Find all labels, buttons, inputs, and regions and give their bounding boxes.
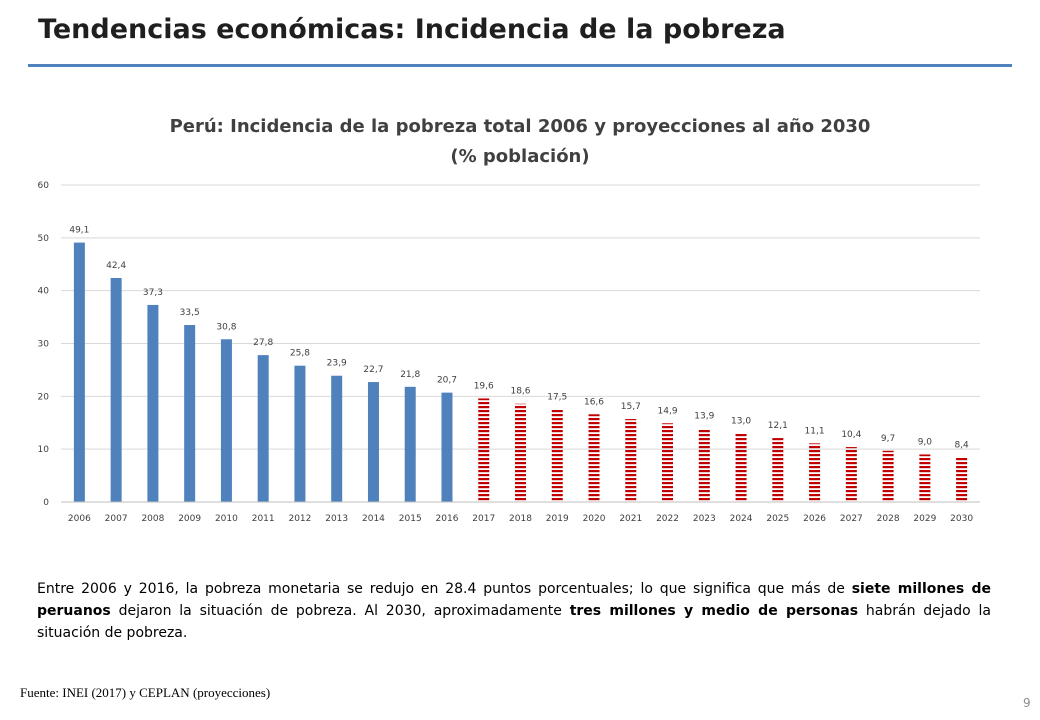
bar-projection-2019 (551, 409, 563, 502)
bar-observed-2008 (147, 304, 159, 502)
y-tick-label: 40 (38, 287, 50, 297)
chart-title: Perú: Incidencia de la pobreza total 200… (169, 116, 871, 137)
x-tick-label-2028: 2028 (877, 514, 900, 524)
x-tick-label-2027: 2027 (840, 514, 863, 524)
data-label-2012: 25,8 (290, 349, 310, 359)
data-label-2027: 10,4 (841, 430, 861, 440)
data-label-2007: 42,4 (106, 261, 126, 271)
x-tick-label-2008: 2008 (141, 514, 164, 524)
x-tick-label-2026: 2026 (803, 514, 826, 524)
x-tick-label-2017: 2017 (472, 514, 495, 524)
x-tick-label-2019: 2019 (546, 514, 569, 524)
x-tick-label-2024: 2024 (730, 514, 753, 524)
bar-projection-2026 (809, 443, 821, 502)
x-tick-label-2021: 2021 (619, 514, 642, 524)
y-tick-label: 30 (38, 340, 50, 350)
summary-emphasis-2: tres millones y medio de personas (569, 603, 859, 619)
data-label-2024: 13,0 (731, 416, 751, 426)
bar-observed-2012 (294, 365, 306, 502)
x-tick-label-2022: 2022 (656, 514, 679, 524)
summary-emphasis-1: siete millones de peruanos (37, 581, 991, 619)
x-tick-label-2023: 2023 (693, 514, 716, 524)
x-tick-label-2014: 2014 (362, 514, 385, 524)
data-label-2021: 15,7 (621, 402, 641, 412)
x-tick-label-2010: 2010 (215, 514, 238, 524)
x-tick-label-2016: 2016 (436, 514, 459, 524)
data-label-2015: 21,8 (400, 370, 420, 380)
source-note: Fuente: INEI (2017) y CEPLAN (proyeccion… (20, 685, 271, 700)
data-label-2030: 8,4 (954, 441, 969, 451)
bar-projection-2025 (772, 438, 784, 502)
summary-text-2: dejaron la situación de pobreza. Al 2030… (110, 603, 570, 619)
data-label-2009: 33,5 (180, 308, 200, 318)
bar-projection-2023 (698, 428, 710, 502)
x-tick-label-2011: 2011 (252, 514, 275, 524)
bar-projection-2022 (662, 423, 674, 502)
data-label-2011: 27,8 (253, 338, 273, 348)
bar-observed-2013 (331, 375, 343, 502)
poverty-bar-chart: 49,1 42,4 37,3 33,5 30,8 27,8 25,8 23,9 22,7 21,8… (38, 181, 980, 524)
x-tick-label-2013: 2013 (325, 514, 348, 524)
data-label-2006: 49,1 (69, 226, 89, 236)
data-label-2008: 37,3 (143, 288, 163, 298)
bar-projection-2028 (882, 450, 894, 502)
bar-projection-2027 (845, 447, 857, 502)
bar-projection-2018 (515, 403, 526, 502)
chart-data-labels: 49,1 42,4 37,3 33,5 30,8 27,8 25,8 23,9 22,7 21,8… (69, 226, 969, 451)
summary-text-1: Entre 2006 y 2016, la pobreza monetaria … (37, 581, 852, 597)
data-label-2023: 13,9 (694, 412, 714, 422)
x-tick-label-2030: 2030 (950, 514, 973, 524)
x-tick-label-2025: 2025 (766, 514, 789, 524)
bar-observed-2015 (404, 386, 416, 502)
data-label-2020: 16,6 (584, 397, 604, 407)
chart-bars (73, 242, 968, 503)
y-tick-label: 50 (38, 234, 50, 244)
y-tick-label: 10 (38, 445, 50, 455)
bar-observed-2007 (110, 277, 122, 502)
y-tick-label: 20 (38, 392, 50, 402)
data-label-2025: 12,1 (768, 421, 788, 431)
y-tick-label: 0 (43, 498, 49, 508)
x-tick-label-2006: 2006 (68, 514, 91, 524)
data-label-2026: 11,1 (805, 426, 825, 436)
x-tick-label-2009: 2009 (178, 514, 201, 524)
x-tick-label-2015: 2015 (399, 514, 422, 524)
bar-projection-2020 (588, 414, 600, 502)
x-tick-label-2012: 2012 (288, 514, 311, 524)
data-label-2019: 17,5 (547, 393, 567, 403)
chart-subtitle: (% población) (450, 146, 590, 167)
bar-projection-2021 (625, 419, 637, 502)
data-label-2029: 9,0 (918, 437, 933, 447)
y-tick-label: 60 (38, 181, 50, 191)
bar-observed-2009 (184, 325, 196, 502)
bar-observed-2006 (73, 242, 85, 503)
bar-observed-2016 (441, 392, 453, 502)
x-tick-label-2018: 2018 (509, 514, 532, 524)
x-tick-label-2007: 2007 (105, 514, 128, 524)
data-label-2022: 14,9 (658, 406, 678, 416)
data-label-2018: 18,6 (510, 387, 530, 397)
bar-observed-2011 (257, 355, 269, 502)
bar-projection-2017 (478, 398, 490, 502)
slide-title: Tendencias económicas: Incidencia de la … (38, 14, 786, 45)
data-label-2013: 23,9 (327, 359, 347, 369)
summary-paragraph: Entre 2006 y 2016, la pobreza monetaria … (37, 578, 991, 644)
chart-gridlines (61, 184, 980, 503)
data-label-2017: 19,6 (474, 381, 494, 391)
bar-projection-2024 (735, 433, 747, 502)
bar-projection-2029 (919, 454, 931, 502)
page-number: 9 (1023, 696, 1031, 710)
data-label-2028: 9,7 (881, 434, 895, 444)
data-label-2010: 30,8 (216, 322, 236, 332)
title-divider (28, 64, 1012, 67)
data-label-2016: 20,7 (437, 376, 457, 386)
x-tick-label-2029: 2029 (913, 514, 936, 524)
bar-projection-2030 (956, 457, 968, 502)
data-label-2014: 22,7 (363, 365, 383, 375)
summary-text-3: habrán dejado la situación de pobreza. (37, 603, 992, 641)
x-tick-label-2020: 2020 (583, 514, 606, 524)
bar-observed-2014 (367, 382, 379, 502)
bar-observed-2010 (220, 339, 232, 502)
